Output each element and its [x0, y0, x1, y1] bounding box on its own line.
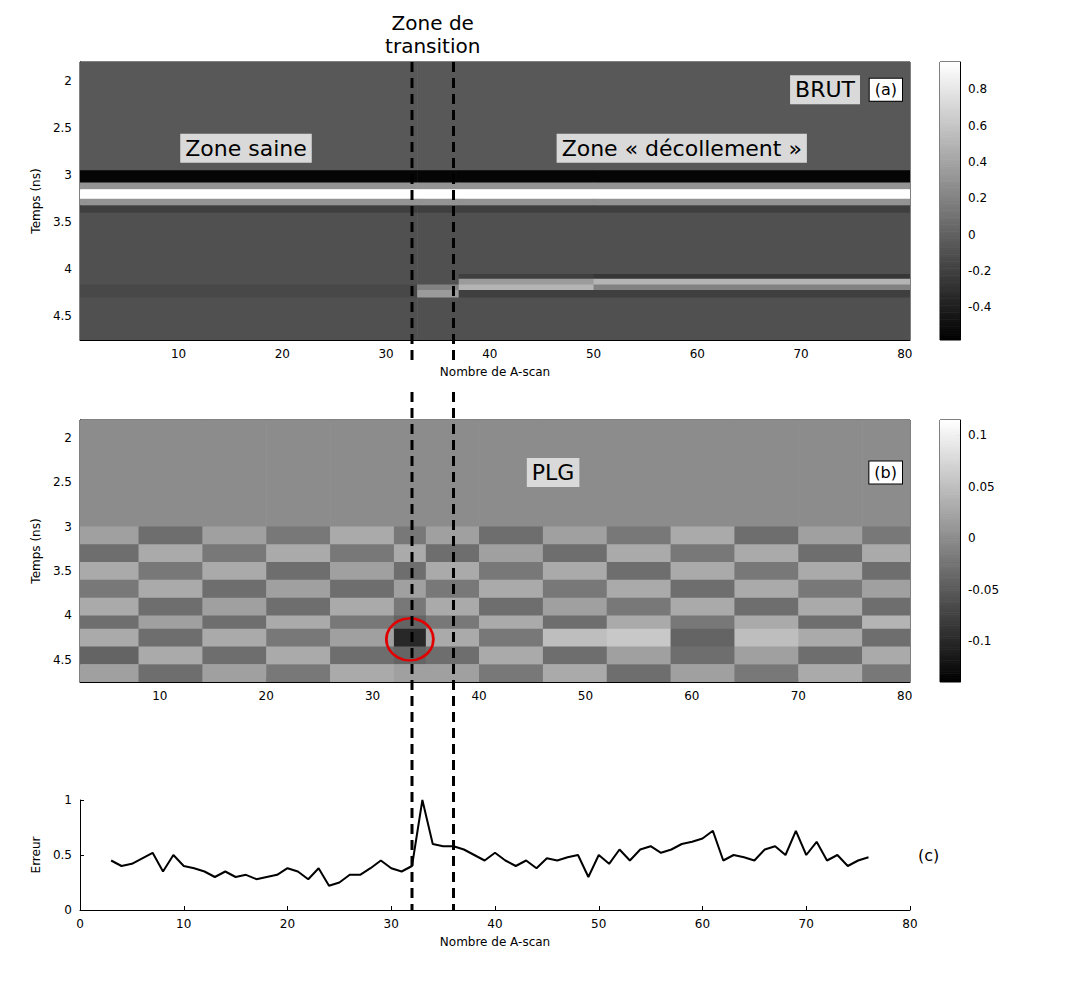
svg-text:-0.1: -0.1: [968, 634, 991, 648]
svg-text:Temps (ns): Temps (ns): [29, 168, 43, 234]
svg-text:10: 10: [176, 917, 191, 931]
svg-text:2.5: 2.5: [53, 121, 72, 135]
svg-text:Zone de: Zone de: [392, 11, 474, 35]
svg-text:20: 20: [259, 689, 274, 703]
svg-text:Nombre de A-scan: Nombre de A-scan: [440, 935, 550, 949]
svg-text:0.05: 0.05: [968, 480, 995, 494]
svg-text:40: 40: [487, 917, 502, 931]
svg-text:10: 10: [152, 689, 167, 703]
svg-text:10: 10: [171, 347, 186, 361]
svg-text:4.5: 4.5: [53, 309, 72, 323]
svg-text:PLG: PLG: [532, 460, 575, 485]
svg-text:0: 0: [76, 917, 84, 931]
svg-text:30: 30: [378, 347, 393, 361]
svg-text:0.4: 0.4: [968, 155, 987, 169]
svg-text:(a): (a): [875, 80, 897, 99]
svg-text:0.8: 0.8: [968, 82, 987, 96]
svg-text:60: 60: [684, 689, 699, 703]
svg-text:Temps (ns): Temps (ns): [29, 518, 43, 584]
svg-text:Nombre de A-scan: Nombre de A-scan: [440, 365, 550, 379]
svg-text:30: 30: [384, 917, 399, 931]
svg-text:70: 70: [799, 917, 814, 931]
svg-text:2.5: 2.5: [53, 475, 72, 489]
svg-text:50: 50: [586, 347, 601, 361]
svg-text:3: 3: [64, 520, 72, 534]
svg-text:0.6: 0.6: [968, 119, 987, 133]
svg-text:4: 4: [64, 262, 72, 276]
svg-text:0.1: 0.1: [968, 428, 987, 442]
svg-text:(c): (c): [918, 846, 939, 865]
svg-text:80: 80: [897, 347, 912, 361]
svg-text:BRUT: BRUT: [795, 77, 855, 102]
svg-text:80: 80: [897, 689, 912, 703]
svg-text:40: 40: [482, 347, 497, 361]
svg-text:1: 1: [64, 793, 72, 807]
svg-text:40: 40: [471, 689, 486, 703]
svg-text:2: 2: [64, 431, 72, 445]
svg-text:0: 0: [968, 531, 976, 545]
svg-text:Zone saine: Zone saine: [185, 136, 307, 161]
svg-text:50: 50: [591, 917, 606, 931]
svg-text:20: 20: [280, 917, 295, 931]
svg-text:0.5: 0.5: [53, 848, 72, 862]
svg-text:70: 70: [793, 347, 808, 361]
svg-text:80: 80: [902, 917, 917, 931]
svg-text:30: 30: [365, 689, 380, 703]
svg-text:4: 4: [64, 608, 72, 622]
svg-text:-0.2: -0.2: [968, 264, 991, 278]
svg-text:0: 0: [64, 903, 72, 917]
svg-text:transition: transition: [385, 34, 480, 58]
svg-text:3.5: 3.5: [53, 215, 72, 229]
svg-text:-0.05: -0.05: [968, 583, 999, 597]
svg-text:-0.4: -0.4: [968, 300, 991, 314]
svg-text:4.5: 4.5: [53, 653, 72, 667]
svg-text:50: 50: [578, 689, 593, 703]
svg-text:3: 3: [64, 168, 72, 182]
svg-text:(b): (b): [874, 463, 897, 482]
svg-text:3.5: 3.5: [53, 564, 72, 578]
svg-text:0: 0: [968, 228, 976, 242]
svg-text:Erreur: Erreur: [29, 836, 43, 873]
svg-text:20: 20: [275, 347, 290, 361]
svg-text:0.2: 0.2: [968, 191, 987, 205]
svg-text:60: 60: [695, 917, 710, 931]
svg-text:70: 70: [791, 689, 806, 703]
svg-text:2: 2: [64, 74, 72, 88]
svg-text:60: 60: [690, 347, 705, 361]
svg-text:Zone « décollement »: Zone « décollement »: [562, 136, 802, 161]
